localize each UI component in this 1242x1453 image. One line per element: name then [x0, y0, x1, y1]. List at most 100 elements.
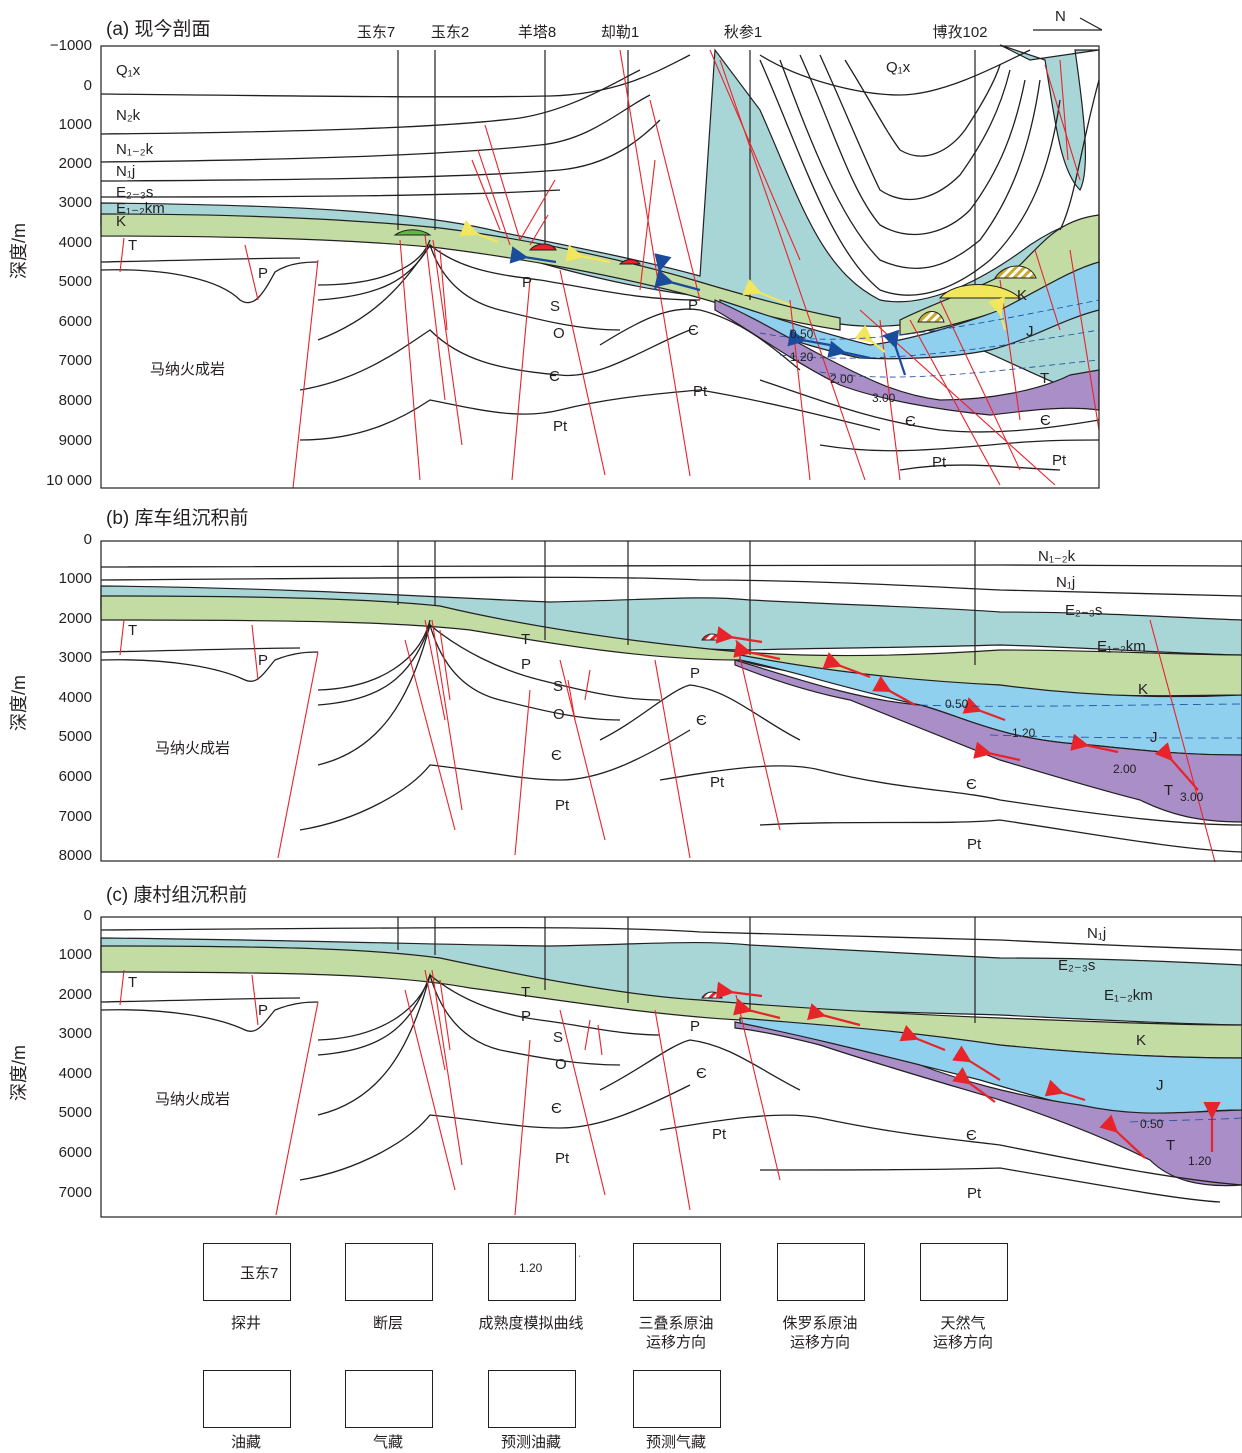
tick-b: 6000	[58, 768, 92, 785]
legend-caption-gas-pool: 气藏	[372, 1434, 403, 1451]
legend-gas-pool-box	[345, 1370, 433, 1428]
panel-a-oil-pool-2	[618, 259, 641, 265]
stratum-label: N₁j	[1056, 574, 1076, 591]
tick-c: 4000	[58, 1065, 92, 1082]
stratum-label: Є	[696, 1065, 707, 1082]
tick-a: 10 000	[46, 472, 92, 489]
panel-c-section	[100, 916, 1242, 1218]
legend-caption-predicted-gas: 预测气藏	[645, 1434, 706, 1451]
panel-c-horizons	[100, 926, 1242, 1203]
igneous-rock-label: 马纳火成岩	[155, 1091, 231, 1108]
stratum-label: E₁₋₂km	[116, 200, 165, 217]
legend-caption-predicted-oil: 预测油藏	[500, 1434, 561, 1451]
tick-a: 6000	[58, 313, 92, 330]
stratum-label: Pt	[967, 1185, 982, 1202]
stratum-label: T	[1166, 1137, 1176, 1154]
well-label-yangta8: 羊塔8	[517, 24, 557, 41]
legend-fault-box	[345, 1243, 433, 1301]
panel-a-predicted-gas-2	[917, 311, 945, 323]
panel-a-predicted-gas	[994, 265, 1037, 279]
legend-jurassic-oil-box	[777, 1243, 865, 1301]
tick-b: 1000	[58, 570, 92, 587]
maturity-label: 3.00	[872, 391, 896, 405]
legend-maturity-box: 1.20	[488, 1243, 576, 1301]
well-label-qiucan1: 秋参1	[723, 24, 763, 41]
stratum-label: O	[553, 706, 565, 723]
well-label-bozi102: 博孜102	[932, 24, 988, 41]
legend-gas-box	[920, 1243, 1008, 1301]
panel-a-horizons	[100, 49, 1100, 471]
panel-c-migration-arrows	[715, 981, 1221, 1159]
stratum-label: T	[521, 984, 531, 1001]
tick-c: 3000	[58, 1025, 92, 1042]
panel-b-maturity-curves	[919, 703, 1242, 739]
tick-a: 2000	[58, 155, 92, 172]
stratum-label: P	[258, 265, 269, 282]
legend-well-sample: 玉东7	[240, 1265, 279, 1282]
stratum-label: P	[690, 665, 701, 682]
panel-a-cretaceous-layer	[100, 213, 841, 331]
tick-a: 4000	[58, 234, 92, 251]
igneous-rock-label: 马纳火成岩	[155, 740, 231, 757]
panel-a-migration-arrows	[459, 219, 1007, 376]
stratum-label: Q₁x	[116, 62, 141, 79]
panel-c-cretaceous-layer	[100, 945, 1242, 1059]
maturity-label: 3.00	[1180, 790, 1204, 804]
stratum-label: J	[1150, 729, 1158, 746]
tick-c: 0	[83, 907, 92, 924]
stratum-label: K	[1136, 1032, 1147, 1049]
maturity-label: 1.20	[1188, 1154, 1212, 1168]
tick-c: 5000	[58, 1104, 92, 1121]
tick-b: 4000	[58, 689, 92, 706]
stratum-label: Pt	[555, 1150, 570, 1167]
well-label-yudong2: 玉东2	[430, 24, 470, 41]
stratum-label: Є	[1040, 412, 1051, 429]
stratum-label: Pt	[1052, 452, 1067, 469]
stratum-label: K	[1138, 681, 1149, 698]
tick-a: 7000	[58, 352, 92, 369]
panel-a-frame	[100, 45, 1100, 489]
maturity-label: 2.00	[830, 372, 854, 386]
stratum-label: Pt	[553, 418, 568, 435]
tick-c: 1000	[58, 946, 92, 963]
panel-b-cretaceous-layer	[100, 595, 1242, 697]
stratum-label: K	[1017, 287, 1028, 304]
stratum-label: N₁j	[116, 163, 136, 180]
stratum-label: E₂₋₃s	[116, 184, 154, 201]
stratum-label: T	[521, 631, 531, 648]
stratum-label: N₁j	[1087, 925, 1107, 942]
well-label-yudong7: 玉东7	[356, 24, 396, 41]
stratum-label: Pt	[555, 797, 570, 814]
legend-caption-oil-pool: 油藏	[230, 1434, 261, 1451]
tick-a: −1000	[49, 37, 92, 54]
legend-caption-triassic-oil: 三叠系原油 运移方向	[638, 1315, 714, 1351]
maturity-label: 1.20	[790, 350, 814, 364]
north-arrow	[1033, 17, 1103, 31]
panel-b-wells	[397, 541, 976, 665]
stratum-label: T	[1164, 782, 1174, 799]
tick-a: 9000	[58, 432, 92, 449]
panel-c-frame	[100, 916, 1242, 1218]
panel-b-triassic-layer	[734, 659, 1242, 823]
stratum-label: P	[521, 1008, 532, 1025]
legend-predicted-oil-box	[488, 1370, 576, 1428]
panel-b-section	[100, 540, 1242, 863]
stratum-label: Pt	[967, 836, 982, 853]
tick-a: 0	[83, 77, 92, 94]
stratum-label: J	[1156, 1077, 1164, 1094]
stratum-label: Є	[688, 322, 699, 339]
panel-a-gas-pool	[938, 284, 1022, 299]
legend-caption-gas-migration: 天然气 运移方向	[932, 1315, 993, 1351]
stratum-label: P	[258, 652, 269, 669]
panel-c-triassic-layer	[734, 1021, 1242, 1187]
panel-b-migration-arrows	[715, 626, 1199, 791]
panel-a-wells	[397, 50, 976, 300]
stratum-label: Є	[551, 1100, 562, 1117]
legend-caption-jurassic-oil: 侏罗系原油 运移方向	[782, 1315, 858, 1351]
stratum-label: K	[116, 213, 127, 230]
maturity-label: 0.50	[1140, 1117, 1164, 1131]
panel-b-frame	[100, 540, 1242, 862]
tick-a: 5000	[58, 273, 92, 290]
igneous-rock-label: 马纳火成岩	[150, 361, 226, 378]
panel-b-horizons	[100, 564, 1242, 853]
